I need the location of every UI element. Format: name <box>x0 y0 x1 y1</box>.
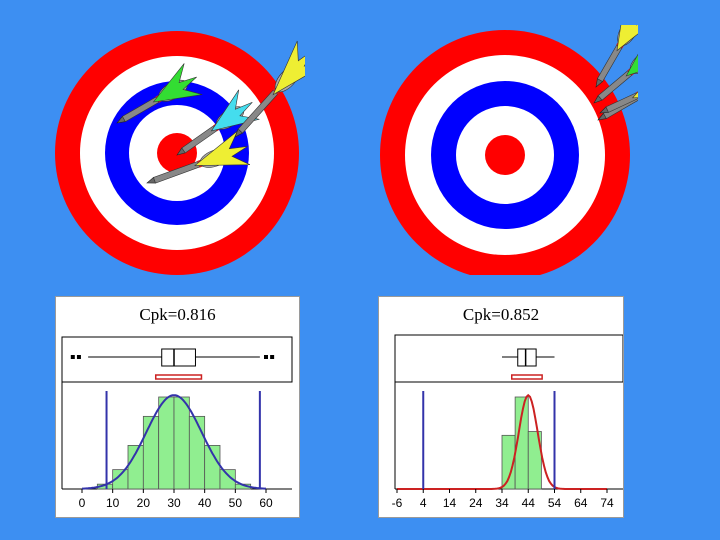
histogram-bar <box>142 415 160 490</box>
histogram-right <box>397 391 607 490</box>
dart-flight <box>272 40 305 96</box>
normal-fit-curve <box>397 393 607 490</box>
histogram-bar <box>158 396 175 490</box>
capability-panel-right: Cpk=0.852 -6 4 14 24 34 44 54 64 74 <box>378 296 624 518</box>
boxplot-outlier <box>70 355 75 359</box>
histogram-bar <box>173 396 190 490</box>
target-bullseye <box>157 133 197 173</box>
histogram-left <box>82 391 266 490</box>
histogram-bar <box>527 431 542 490</box>
target-right <box>380 25 638 275</box>
dart-shaft <box>596 44 623 82</box>
dart-icon <box>595 25 638 88</box>
x-tick-label: 74 <box>600 496 614 510</box>
boxplot-right <box>502 348 555 380</box>
x-axis-left: 0 10 20 30 40 50 60 <box>79 489 273 510</box>
boxplot-area <box>394 334 623 383</box>
dart-icon <box>593 32 638 104</box>
cpk-title: Cpk=0.852 <box>462 305 540 324</box>
cpk-title: Cpk=0.816 <box>139 305 216 324</box>
capability-chart-right: -6 4 14 24 34 44 54 64 74 <box>392 334 623 510</box>
boxplot-bracket <box>154 374 203 380</box>
dart-flight <box>616 25 638 52</box>
x-tick-label: 54 <box>548 496 562 510</box>
x-tick-label: 0 <box>79 496 86 510</box>
histogram-bar <box>219 469 236 490</box>
boxplot-box <box>517 348 537 367</box>
dart-icon <box>116 63 203 124</box>
x-tick-label: 64 <box>574 496 588 510</box>
x-tick-label: -6 <box>392 496 403 510</box>
x-tick-label: 24 <box>469 496 483 510</box>
boxplot-bracket <box>511 374 543 380</box>
x-tick-label: 34 <box>495 496 509 510</box>
arrows-left <box>116 40 305 184</box>
x-tick-label: 60 <box>259 496 273 510</box>
x-tick-label: 30 <box>167 496 181 510</box>
normal-fit-curve <box>82 394 266 490</box>
dart-icon <box>146 130 251 184</box>
dart-icon <box>599 63 638 114</box>
dart-flight <box>625 32 638 77</box>
x-tick-label: 40 <box>198 496 212 510</box>
x-tick-label: 4 <box>420 496 427 510</box>
arrows-right <box>593 25 638 121</box>
x-axis-right: -6 4 14 24 34 44 54 64 74 <box>392 489 614 510</box>
dart-flight <box>152 63 203 103</box>
histogram-bar <box>188 415 206 490</box>
boxplot-outlier <box>76 355 81 359</box>
dart-icon <box>234 40 305 138</box>
x-tick-label: 50 <box>229 496 243 510</box>
capability-panel-left: Cpk=0.816 0 10 20 30 40 50 60 <box>55 296 300 518</box>
target-bullseye <box>485 135 525 175</box>
x-tick-label: 14 <box>443 496 457 510</box>
boxplot-outlier <box>270 355 275 359</box>
target-left <box>55 31 305 275</box>
boxplot-outlier <box>264 355 268 359</box>
x-tick-label: 44 <box>522 496 536 510</box>
boxplot-left <box>70 348 275 380</box>
boxplot-box <box>161 348 196 367</box>
capability-chart-left: 0 10 20 30 40 50 60 <box>61 336 293 510</box>
x-tick-label: 20 <box>137 496 151 510</box>
x-tick-label: 10 <box>106 496 120 510</box>
